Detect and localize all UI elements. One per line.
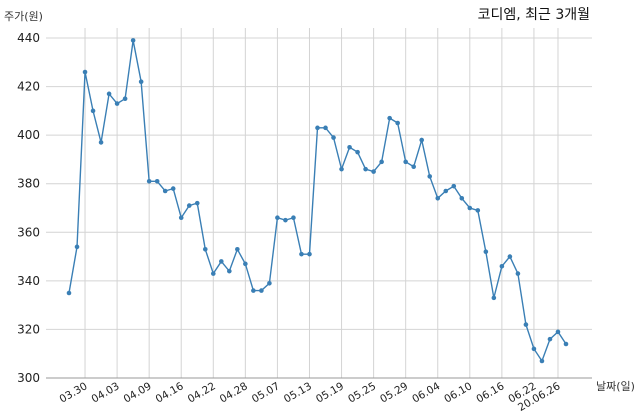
data-point — [443, 188, 449, 194]
x-tick-label: 04.03 — [90, 380, 122, 405]
data-point — [146, 178, 152, 184]
data-point — [411, 164, 416, 170]
x-tick-label: 06.04 — [410, 380, 442, 406]
data-point — [395, 120, 400, 126]
y-tick-label: 440 — [17, 31, 40, 45]
data-point — [323, 125, 328, 131]
data-point — [451, 183, 457, 189]
data-point — [387, 115, 392, 121]
x-tick-label: 04.28 — [218, 380, 250, 405]
y-tick-label: 300 — [17, 371, 40, 385]
data-point — [202, 246, 208, 252]
data-point — [563, 341, 569, 347]
data-point — [162, 188, 168, 194]
data-point — [291, 215, 296, 221]
data-point — [170, 186, 176, 191]
series-line — [68, 40, 567, 363]
data-point — [507, 254, 513, 259]
data-point — [363, 166, 368, 172]
x-axis-label: 날짜(일) — [596, 379, 635, 393]
data-point — [355, 149, 360, 155]
data-point — [347, 144, 352, 150]
data-point — [307, 251, 312, 257]
data-point — [331, 135, 336, 140]
data-point — [227, 268, 232, 274]
y-tick-label: 340 — [17, 274, 40, 288]
data-point — [243, 261, 248, 267]
y-tick-label: 360 — [17, 225, 40, 239]
data-point — [259, 288, 264, 293]
data-point — [499, 263, 505, 269]
data-point — [531, 346, 537, 352]
data-point — [515, 271, 521, 276]
data-point — [475, 208, 481, 213]
data-point — [427, 174, 433, 179]
data-point — [130, 38, 136, 43]
y-tick-label: 380 — [17, 177, 40, 191]
data-point — [210, 271, 216, 276]
data-point — [138, 79, 144, 85]
y-tick-label: 420 — [17, 80, 40, 94]
y-axis-label: 주가(원) — [4, 10, 43, 23]
x-tick-label: 05.13 — [282, 380, 314, 405]
data-point — [186, 203, 192, 208]
data-point — [275, 215, 280, 221]
x-axis-ticks: 03.30 04.03 04.09 04.16 04.22 04.28 05.07 05.13… — [57, 380, 562, 414]
data-point — [267, 280, 272, 286]
x-tick-label: 04.22 — [186, 380, 218, 405]
data-point — [194, 200, 200, 206]
data-point — [283, 217, 288, 223]
data-point — [219, 259, 224, 264]
x-tick-label: 05.07 — [250, 380, 282, 405]
x-tick-label: 03.30 — [57, 380, 89, 405]
data-point — [483, 249, 489, 255]
data-point — [435, 195, 441, 201]
x-tick-label: 04.09 — [122, 380, 154, 405]
data-point — [491, 295, 497, 301]
data-point — [178, 215, 184, 221]
x-tick-label: 05.19 — [314, 380, 346, 405]
data-point — [90, 108, 96, 114]
grid — [46, 28, 592, 379]
y-axis-ticks: 300 320 340 360 380 400 420 440 — [17, 31, 40, 385]
data-point — [235, 246, 240, 252]
x-tick-label: 06.10 — [442, 380, 474, 405]
data-point — [547, 336, 553, 342]
data-point — [74, 244, 80, 250]
data-point — [339, 166, 344, 172]
y-tick-label: 320 — [17, 322, 40, 336]
data-point — [403, 159, 408, 165]
data-point — [82, 69, 88, 75]
data-point — [122, 96, 128, 102]
y-tick-label: 400 — [17, 128, 40, 142]
data-points — [66, 38, 569, 364]
data-point — [371, 169, 376, 174]
data-point — [106, 91, 112, 97]
data-point — [555, 329, 561, 335]
x-tick-label: 06.16 — [474, 380, 506, 406]
data-point — [467, 205, 473, 211]
data-point — [315, 125, 320, 131]
x-tick-label: 05.29 — [378, 380, 410, 405]
data-point — [459, 195, 465, 201]
chart-title: 코디엠, 최근 3개월 — [478, 7, 590, 23]
x-tick-label: 04.16 — [154, 380, 186, 406]
data-point — [251, 288, 256, 293]
x-tick-label: 05.25 — [346, 380, 378, 405]
data-point — [379, 159, 384, 165]
data-point — [539, 358, 545, 364]
data-point — [523, 322, 529, 327]
data-point — [419, 137, 425, 143]
data-point — [114, 101, 120, 106]
data-point — [299, 251, 304, 257]
data-point — [66, 290, 72, 296]
data-point — [154, 178, 160, 184]
data-point — [98, 140, 104, 145]
